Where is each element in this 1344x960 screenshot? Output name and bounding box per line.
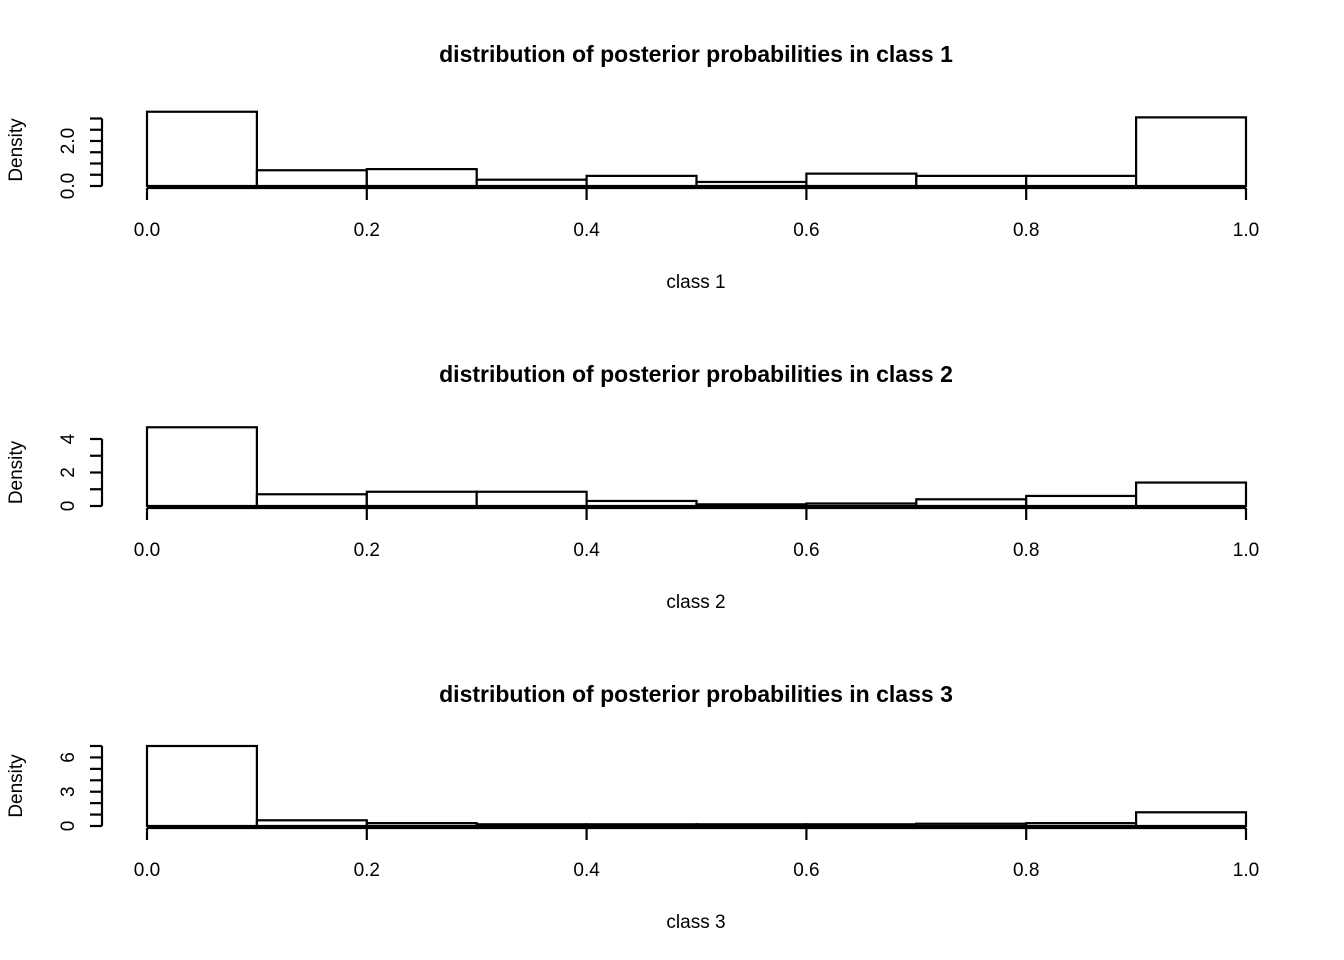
histogram-bar (585, 174, 698, 188)
x-axis-label: class 1 (666, 272, 725, 293)
x-tick-label: 1.0 (1233, 540, 1259, 561)
x-tick-label: 1.0 (1233, 220, 1259, 241)
histogram-bar (1134, 811, 1248, 828)
x-axis-label: class 2 (666, 592, 725, 613)
histogram-bar (475, 823, 588, 828)
y-axis-label: Density (6, 118, 27, 182)
histogram-bar (695, 823, 808, 828)
histogram-bar (255, 493, 368, 508)
x-tick-label: 0.2 (354, 540, 380, 561)
histogram-bar (695, 503, 808, 508)
x-tick-label: 0.0 (134, 220, 160, 241)
x-tick-label: 0.6 (793, 220, 819, 241)
histogram-bar (365, 822, 478, 828)
x-tick-label: 0.6 (793, 860, 819, 881)
x-tick-label: 0.6 (793, 540, 819, 561)
y-axis-label: Density (6, 754, 27, 818)
histogram-bar (145, 744, 259, 828)
y-axis-label: Density (6, 440, 27, 504)
histogram-bar (915, 498, 1028, 508)
histogram-bar (145, 426, 259, 508)
x-tick-label: 1.0 (1233, 860, 1259, 881)
histogram-bar (915, 822, 1028, 828)
histogram-bar (1134, 116, 1248, 188)
x-tick-label: 0.8 (1013, 540, 1039, 561)
y-tick-label: 2.0 (58, 128, 79, 154)
x-tick-label: 0.4 (573, 860, 600, 881)
histogram-bar (365, 490, 478, 508)
y-tick-label: 0.0 (58, 173, 79, 199)
y-tick-label: 0 (58, 501, 79, 512)
histogram-bar (805, 823, 918, 828)
chart-title: distribution of posterior probabilities … (439, 681, 953, 707)
x-tick-label: 0.2 (354, 860, 380, 881)
x-tick-label: 0.2 (354, 220, 380, 241)
histogram-bar (805, 502, 918, 508)
x-axis-label: class 3 (666, 912, 725, 933)
histogram-bar (915, 174, 1028, 188)
y-tick-label: 6 (58, 752, 79, 763)
histogram-bar (1134, 481, 1248, 508)
histogram-bar (475, 490, 588, 508)
x-tick-label: 0.0 (134, 540, 160, 561)
histogram-bar (585, 823, 698, 828)
x-tick-label: 0.4 (573, 540, 600, 561)
histogram-bar (475, 178, 588, 188)
x-tick-label: 0.8 (1013, 220, 1039, 241)
histogram-bar (1025, 494, 1138, 508)
x-tick-label: 0.4 (573, 220, 600, 241)
chart-title: distribution of posterior probabilities … (439, 361, 953, 387)
histogram-bar (1025, 822, 1138, 828)
histogram-bar (365, 168, 478, 188)
histogram-bar (255, 169, 368, 188)
histogram-panel-2: distribution of posterior probabilities … (6, 361, 1259, 613)
histogram-bar (255, 819, 368, 828)
y-tick-label: 4 (58, 433, 79, 444)
y-tick-label: 2 (58, 467, 79, 478)
histogram-bar (1025, 174, 1138, 188)
y-tick-label: 0 (58, 821, 79, 832)
histogram-panel-3: distribution of posterior probabilities … (6, 681, 1259, 933)
histogram-bar (805, 172, 918, 188)
histogram-bar (585, 499, 698, 508)
histogram-bar (695, 180, 808, 188)
histogram-panel-1: distribution of posterior probabilities … (6, 41, 1259, 293)
chart-title: distribution of posterior probabilities … (439, 41, 953, 67)
y-tick-label: 3 (58, 786, 79, 797)
histogram-bar (145, 110, 259, 188)
x-tick-label: 0.8 (1013, 860, 1039, 881)
x-tick-label: 0.0 (134, 860, 160, 881)
